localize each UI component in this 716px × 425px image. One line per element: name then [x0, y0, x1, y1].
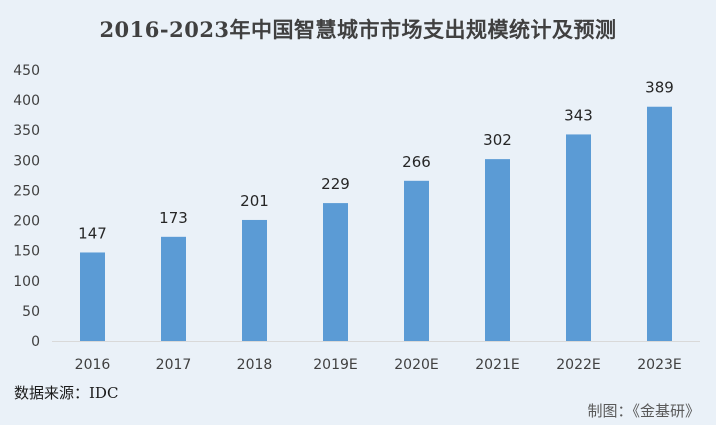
x-tick-label: 2016 — [75, 357, 111, 373]
y-tick-label: 350 — [13, 123, 40, 139]
bar — [647, 106, 672, 341]
x-tick-label: 2022E — [556, 357, 600, 373]
x-tick-label: 2018 — [237, 357, 273, 373]
x-tick-label: 2019E — [313, 357, 357, 373]
data-label: 266 — [402, 153, 431, 171]
data-label: 302 — [483, 131, 512, 149]
bar — [566, 134, 591, 341]
bar — [404, 180, 429, 341]
data-source-note: 数据来源：IDC — [14, 384, 119, 402]
x-tick-label: 2021E — [475, 357, 519, 373]
chart-credit: 制图：《金基研》 — [587, 402, 700, 420]
y-tick-label: 300 — [13, 153, 40, 169]
bar — [485, 159, 510, 341]
bar — [242, 219, 267, 341]
y-tick-label: 250 — [13, 183, 40, 199]
data-label: 343 — [564, 106, 593, 124]
chart-title: 2016-2023年中国智慧城市市场支出规模统计及预测 — [99, 17, 617, 42]
data-label: 173 — [159, 209, 188, 227]
data-label: 389 — [645, 79, 674, 97]
data-label: 201 — [240, 192, 269, 210]
data-label: 229 — [321, 175, 350, 193]
y-tick-label: 200 — [13, 214, 40, 230]
y-tick-label: 150 — [13, 244, 40, 260]
y-tick-label: 100 — [13, 274, 40, 290]
x-tick-label: 2023E — [637, 357, 681, 373]
y-tick-label: 0 — [31, 334, 40, 350]
y-tick-label: 50 — [22, 304, 40, 320]
bar — [323, 203, 348, 341]
x-tick-label: 2020E — [394, 357, 438, 373]
x-tick-label: 2017 — [156, 357, 192, 373]
bar — [161, 236, 186, 341]
data-label: 147 — [78, 224, 107, 242]
y-tick-label: 400 — [13, 93, 40, 109]
bar — [80, 252, 105, 341]
y-tick-label: 450 — [13, 63, 40, 79]
